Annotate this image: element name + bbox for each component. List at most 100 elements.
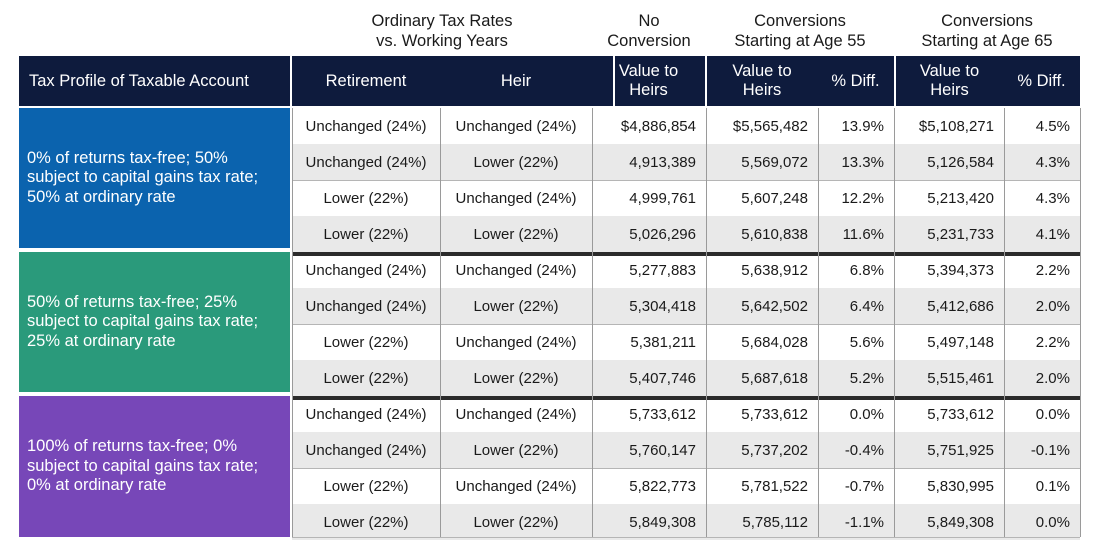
cell-v65: 5,751,925 — [927, 441, 994, 459]
cell-d55: 0.0% — [849, 405, 884, 423]
cell-v55: 5,733,612 — [741, 405, 808, 423]
cell-v65: 5,733,612 — [927, 405, 994, 423]
column-divider — [592, 108, 593, 537]
super-header-line: vs. Working Years — [376, 32, 508, 50]
header-line: Value to — [732, 62, 792, 80]
super-header-line: Starting at Age 65 — [921, 32, 1053, 50]
cell-v65: $5,108,271 — [918, 117, 994, 135]
cell-v65: 5,213,420 — [927, 189, 994, 207]
cell-v65: 5,126,584 — [927, 153, 994, 171]
cell-heir: Lower (22%) — [473, 153, 559, 171]
cell-no-conv: 5,026,296 — [629, 225, 696, 243]
cell-v55: 5,569,072 — [741, 153, 808, 171]
cell-retirement: Unchanged (24%) — [305, 261, 427, 279]
cell-no-conv: 5,277,883 — [629, 261, 696, 279]
group-box-0: 0% of returns tax-free; 50% subject to c… — [19, 108, 290, 248]
cell-no-conv: 5,760,147 — [629, 441, 696, 459]
table-row: Lower (22%) Lower (22%) 5,407,746 5,687,618… — [292, 360, 1080, 396]
cell-no-conv: 4,913,389 — [629, 153, 696, 171]
cell-heir: Unchanged (24%) — [455, 333, 577, 351]
group-label: 0% of returns tax-free; 50% subject to c… — [27, 148, 259, 206]
table-row: Unchanged (24%) Lower (22%) 5,760,147 5,737… — [292, 432, 1080, 468]
column-divider — [818, 108, 819, 537]
cell-d65: 4.1% — [1035, 225, 1070, 243]
cell-no-conv: 5,304,418 — [629, 297, 696, 315]
column-divider — [894, 108, 895, 537]
group-divider — [292, 252, 1080, 256]
cell-retirement: Unchanged (24%) — [305, 117, 427, 135]
cell-retirement: Unchanged (24%) — [305, 153, 427, 171]
cell-retirement: Lower (22%) — [323, 225, 409, 243]
header-divider — [894, 56, 896, 106]
super-header-line: Conversions — [941, 12, 1033, 30]
header-divider — [613, 56, 615, 106]
cell-d55: -1.1% — [844, 513, 884, 531]
super-header-no-conversion: No Conversion — [592, 8, 706, 54]
table-row: Unchanged (24%) Unchanged (24%) $4,886,854… — [292, 108, 1080, 144]
header-row: Tax Profile of Taxable Account Retiremen… — [19, 56, 1080, 106]
cell-v55: 5,607,248 — [741, 189, 808, 207]
cell-v55: 5,781,522 — [741, 477, 808, 495]
cell-retirement: Lower (22%) — [323, 513, 409, 531]
table-row: Unchanged (24%) Lower (22%) 4,913,389 5,569… — [292, 144, 1080, 180]
column-divider — [706, 108, 707, 537]
header-divider — [290, 56, 292, 106]
cell-heir: Lower (22%) — [473, 225, 559, 243]
super-header-line: Starting at Age 55 — [734, 32, 866, 50]
table-row: Lower (22%) Unchanged (24%) 5,822,773 5,781… — [292, 468, 1080, 504]
cell-v65: 5,515,461 — [927, 369, 994, 387]
cell-v55: 5,737,202 — [741, 441, 808, 459]
header-profile: Tax Profile of Taxable Account — [29, 71, 249, 90]
cell-d65: 4.3% — [1035, 153, 1070, 171]
super-header-line: Conversions — [754, 12, 846, 30]
super-header-line: Conversion — [607, 32, 691, 50]
cell-no-conv: 5,407,746 — [629, 369, 696, 387]
cell-retirement: Lower (22%) — [323, 477, 409, 495]
header-divider — [705, 56, 707, 106]
table-row: Lower (22%) Unchanged (24%) 5,381,211 5,684… — [292, 324, 1080, 360]
header-heir: Heir — [500, 71, 532, 90]
table-row: Lower (22%) Lower (22%) 5,849,308 5,785,112… — [292, 504, 1080, 540]
cell-v55: 5,785,112 — [742, 513, 808, 531]
cell-no-conv: 5,381,211 — [630, 333, 696, 351]
cell-heir: Lower (22%) — [473, 297, 559, 315]
cell-d65: 0.1% — [1035, 477, 1070, 495]
cell-no-conv: 5,849,308 — [629, 513, 696, 531]
cell-d55: 11.6% — [842, 225, 884, 243]
cell-no-conv: 5,822,773 — [629, 477, 696, 495]
cell-heir: Unchanged (24%) — [455, 261, 577, 279]
cell-retirement: Lower (22%) — [323, 333, 409, 351]
cell-v55: 5,638,912 — [741, 261, 808, 279]
row-divider — [292, 468, 1080, 469]
cell-retirement: Unchanged (24%) — [305, 405, 427, 423]
column-divider — [1004, 108, 1005, 537]
cell-v65: 5,394,373 — [927, 261, 994, 279]
table-row: Unchanged (24%) Lower (22%) 5,304,418 5,642… — [292, 288, 1080, 324]
cell-d65: 2.2% — [1035, 261, 1070, 279]
super-header-conv55: Conversions Starting at Age 55 — [706, 8, 894, 54]
cell-d65: 2.0% — [1035, 297, 1070, 315]
cell-v65: 5,830,995 — [927, 477, 994, 495]
group-label: 50% of returns tax-free; 25% subject to … — [27, 292, 259, 350]
cell-retirement: Unchanged (24%) — [305, 297, 427, 315]
cell-retirement: Unchanged (24%) — [305, 441, 427, 459]
group-label: 100% of returns tax-free; 0% subject to … — [27, 437, 259, 495]
cell-d55: 6.4% — [849, 297, 884, 315]
group-box-1: 50% of returns tax-free; 25% subject to … — [19, 252, 290, 392]
cell-v55: 5,687,618 — [741, 369, 808, 387]
cell-d65: 0.0% — [1035, 405, 1070, 423]
cell-d55: 5.6% — [849, 333, 884, 351]
cell-heir: Unchanged (24%) — [455, 477, 577, 495]
column-divider — [440, 108, 441, 537]
cell-d55: -0.4% — [844, 441, 884, 459]
cell-heir: Unchanged (24%) — [455, 405, 577, 423]
cell-d65: 2.2% — [1035, 333, 1070, 351]
row-divider — [292, 180, 1080, 181]
cell-heir: Unchanged (24%) — [455, 117, 577, 135]
cell-d65: 2.0% — [1035, 369, 1070, 387]
header-line: Value to — [919, 62, 980, 80]
table-row: Unchanged (24%) Unchanged (24%) 5,277,883 5… — [292, 252, 1080, 288]
cell-d65: -0.1% — [1030, 441, 1070, 459]
header-line: Value to — [618, 62, 679, 80]
cell-retirement: Lower (22%) — [323, 189, 409, 207]
